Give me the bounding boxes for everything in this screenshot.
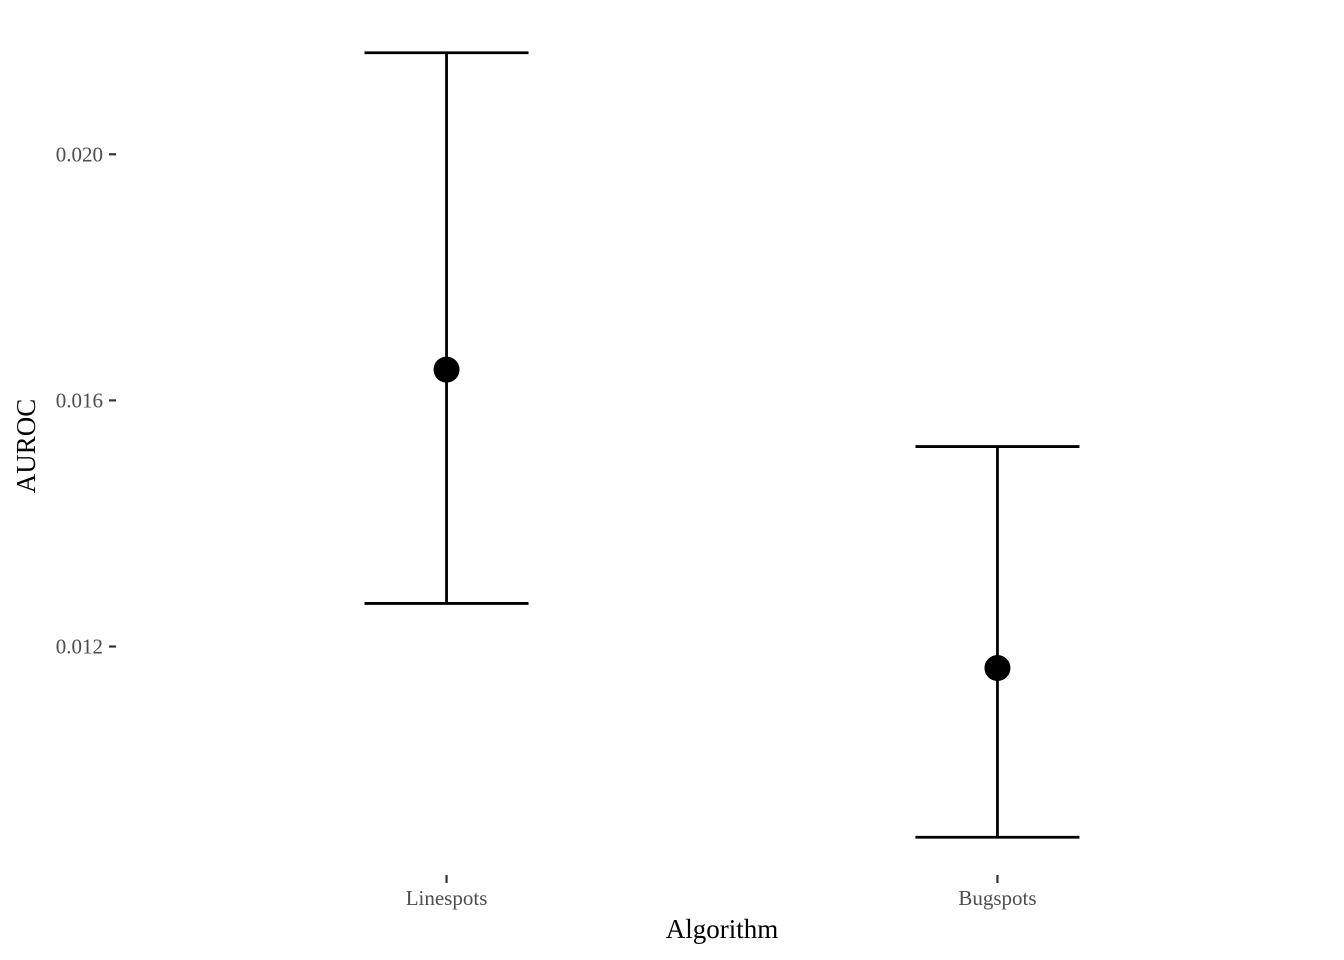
y-tick-label: 0.012 xyxy=(56,635,103,659)
x-tick-label: Bugspots xyxy=(958,886,1036,910)
x-axis: Linespots Bugspots xyxy=(406,875,1037,910)
y-tick-label: 0.020 xyxy=(56,142,103,166)
y-axis-title: AUROC xyxy=(11,399,41,494)
x-tick-label: Linespots xyxy=(406,886,488,910)
errorbar-linespots xyxy=(364,51,529,605)
y-tick-label: 0.016 xyxy=(56,388,103,412)
point-linespots xyxy=(433,356,460,383)
x-axis-title: Algorithm xyxy=(666,914,779,944)
errorbar-bugspots xyxy=(915,445,1080,839)
point-bugspots xyxy=(984,655,1011,682)
y-axis: 0.012 0.016 0.020 xyxy=(56,142,116,659)
plot-area xyxy=(364,51,1080,839)
